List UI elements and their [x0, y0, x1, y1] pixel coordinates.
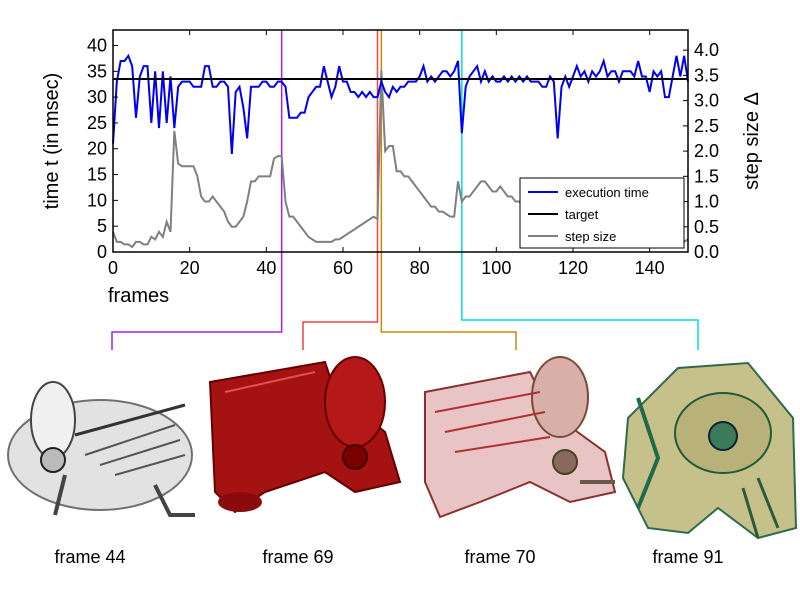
frame-connectors [111, 30, 699, 350]
y-tick-label-left: 35 [87, 61, 107, 81]
x-tick-label: 0 [108, 258, 118, 278]
y-tick-label-right: 2.0 [694, 141, 719, 161]
plot-frame [112, 29, 689, 253]
caption-frame-69: frame 69 [262, 547, 333, 567]
y-tick-label-left: 25 [87, 113, 107, 133]
legend-entry: execution time [565, 185, 649, 200]
x-tick-label: 80 [410, 258, 430, 278]
y-tick-label-right: 2.5 [694, 116, 719, 136]
y-tick-label-right: 3.0 [694, 91, 719, 111]
x-tick-label: 100 [481, 258, 511, 278]
caption-frame-70: frame 70 [464, 547, 535, 567]
y-tick-label-left: 40 [87, 35, 107, 55]
y-tick-label-left: 5 [97, 216, 107, 236]
y-tick-label-left: 0 [97, 242, 107, 262]
y-tick-label-left: 30 [87, 87, 107, 107]
connector-frame-91 [461, 30, 699, 350]
frame-captions: frame 44 frame 69 frame 70 frame 91 [54, 547, 723, 567]
x-tick-label: 40 [256, 258, 276, 278]
y-tick-label-right: 0.5 [694, 217, 719, 237]
x-tick-label: 20 [180, 258, 200, 278]
x-tick-label: 60 [333, 258, 353, 278]
y-tick-label-right: 0.0 [694, 242, 719, 262]
y-axis-label-right: step size Δ [741, 92, 763, 190]
chart: 0 20 40 60 80 100 120 140 0 5 10 15 20 25 30 35 40 0.0 0.5… [41, 29, 763, 307]
y-tick-label-right: 4.0 [694, 40, 719, 60]
y-tick-label-right: 1.0 [694, 192, 719, 212]
thumbnail-frame-70 [424, 356, 617, 519]
thumbnail-frame-69 [208, 356, 402, 514]
x-axis-label: frames [108, 285, 169, 307]
caption-frame-91: frame 91 [652, 547, 723, 567]
x-tick-label: 140 [635, 258, 665, 278]
y-tick-label-left: 20 [87, 139, 107, 159]
y-axis-label-left: time t (in msec) [41, 73, 63, 210]
thumbnail-frame-44 [7, 381, 195, 517]
caption-frame-44: frame 44 [54, 547, 125, 567]
y-tick-label-left: 10 [87, 190, 107, 210]
y-tick-label-right: 3.5 [694, 65, 719, 85]
legend-entry: step size [565, 229, 616, 244]
y-tick-label-left: 15 [87, 165, 107, 185]
y-tick-label-right: 1.5 [694, 166, 719, 186]
connector-frame-44 [111, 30, 283, 350]
connector-frame-70 [380, 30, 517, 350]
connector-frame-69 [302, 30, 379, 350]
thumbnail-frame-91 [621, 361, 798, 540]
x-tick-label: 120 [558, 258, 588, 278]
series-line-execution-time [112, 53, 689, 154]
render-thumbnails [7, 356, 798, 540]
legend-entry: target [565, 207, 599, 222]
